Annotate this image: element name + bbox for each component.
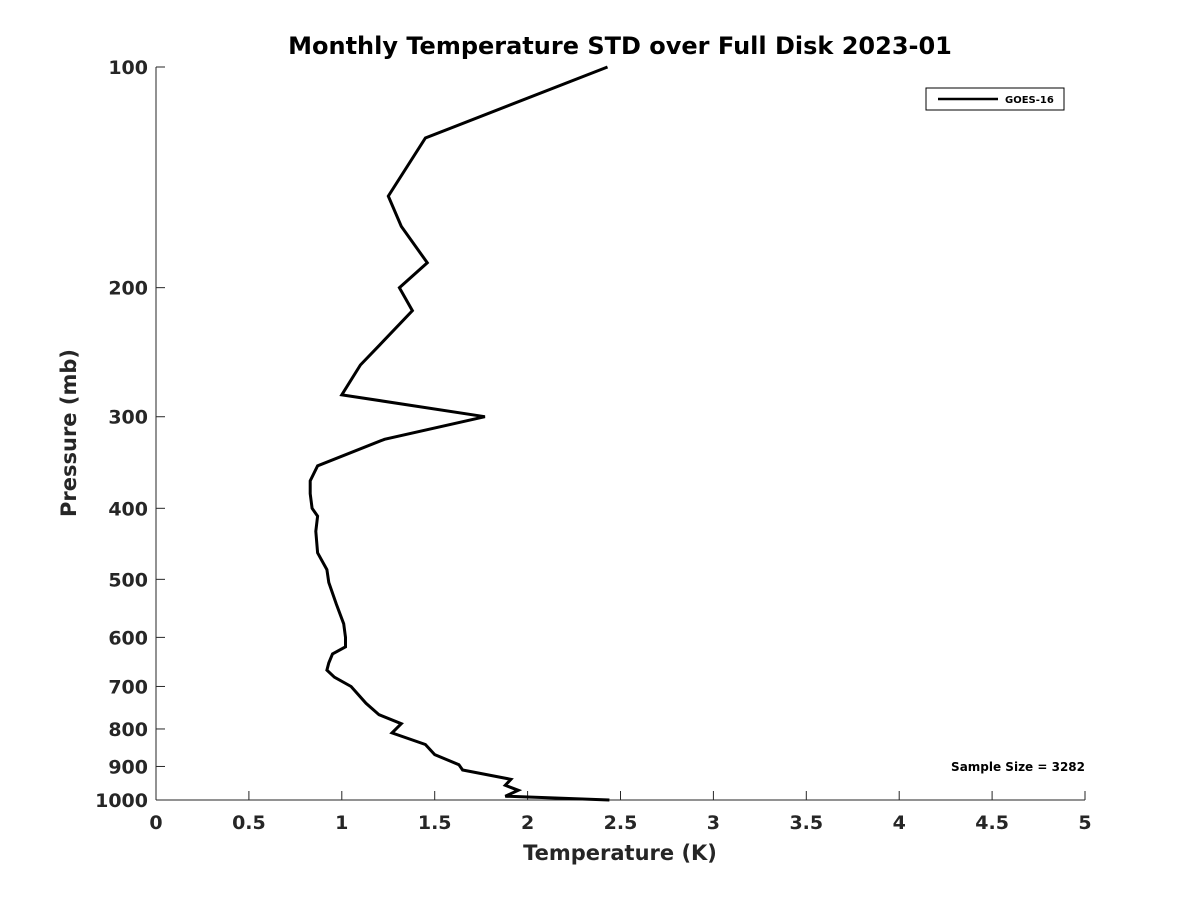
x-tick-label: 1.5: [418, 812, 452, 834]
y-tick-label: 800: [108, 719, 148, 741]
sample-size-annotation: Sample Size = 3282: [951, 760, 1085, 774]
x-tick-label: 4: [893, 812, 906, 834]
series-line-goes-16: [308, 65, 610, 802]
x-tick-label: 0.5: [232, 812, 266, 834]
x-tick-label: 4.5: [975, 812, 1009, 834]
chart-title: Monthly Temperature STD over Full Disk 2…: [288, 32, 952, 60]
x-axis-label: Temperature (K): [523, 841, 717, 865]
y-axis-label: Pressure (mb): [57, 349, 81, 517]
x-tick-label: 2.5: [604, 812, 638, 834]
y-tick-label: 500: [108, 569, 148, 591]
y-tick-label: 700: [108, 676, 148, 698]
x-tick-label: 3: [707, 812, 720, 834]
x-tick-label: 1: [335, 812, 348, 834]
y-tick-label: 1000: [95, 790, 148, 812]
y-tick-label: 400: [108, 498, 148, 520]
x-tick-label: 0: [149, 812, 162, 834]
x-tick-label: 2: [521, 812, 534, 834]
ticks: 0 0.5 1 1.5 2 2.5 3 3.5 4 4.5 5 100 200 300 400 500 600 7…: [95, 57, 1092, 834]
y-tick-label: 100: [108, 57, 148, 79]
y-tick-label: 200: [108, 278, 148, 300]
legend: GOES-16: [925, 87, 1065, 111]
axes: [155, 67, 1085, 801]
legend-label: GOES-16: [1005, 95, 1054, 106]
y-tick-label: 300: [108, 407, 148, 429]
series: [308, 65, 610, 802]
x-tick-label: 3.5: [789, 812, 823, 834]
x-tick-label: 5: [1078, 812, 1091, 834]
y-tick-label: 600: [108, 627, 148, 649]
y-tick-label: 900: [108, 756, 148, 778]
